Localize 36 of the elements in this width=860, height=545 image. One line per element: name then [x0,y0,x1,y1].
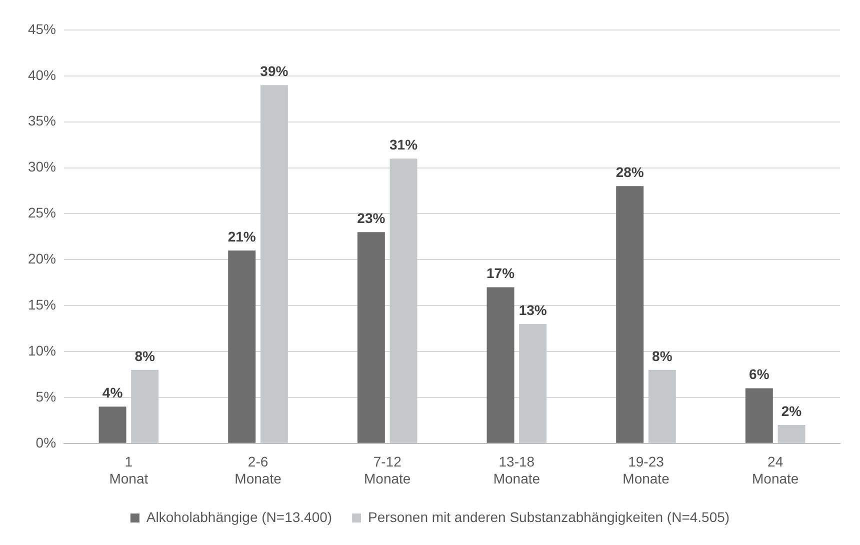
data-label: 21% [228,228,256,244]
y-tick-label: 25% [28,204,56,221]
data-label: 8% [652,348,673,364]
y-tick-label: 30% [28,158,56,175]
data-label: 31% [389,136,418,152]
legend-label: Personen mit anderen Substanzabhängigkeiten (N=4.505) [368,508,730,525]
bar [745,388,773,443]
data-label: 4% [102,384,124,401]
y-tick-label: 40% [28,66,56,83]
data-label: 8% [134,348,156,364]
bar [357,232,385,443]
y-tick-label: 20% [28,250,56,267]
x-tick-label: 24 Monate [752,454,799,486]
y-tick-label: 10% [28,342,56,358]
data-label: 28% [616,164,644,180]
x-tick-label: 7-12 Monate [364,454,411,486]
bar [98,406,126,443]
data-label: 17% [486,265,516,282]
y-tick-label: 5% [36,388,56,404]
data-label: 23% [357,210,386,226]
data-label: 2% [781,402,802,419]
y-tick-label: 0% [36,434,56,450]
y-tick-label: 35% [28,112,56,129]
x-tick-label: 2-6 Monate [234,454,282,486]
bar [228,250,256,443]
data-label: 6% [749,366,770,382]
x-tick-label: 13-18 Monate [493,454,540,486]
data-label: 13% [518,302,548,318]
bar [616,186,644,443]
y-tick-label: 45% [28,20,56,37]
legend-label: Alkoholabhängige (N=13.400) [146,508,332,525]
data-label: 39% [260,62,289,79]
bar [486,287,514,443]
x-tick-label: 1 Monat [109,454,148,486]
x-tick-label: 19-23 Monate [622,454,670,486]
y-tick-label: 15% [28,296,56,312]
